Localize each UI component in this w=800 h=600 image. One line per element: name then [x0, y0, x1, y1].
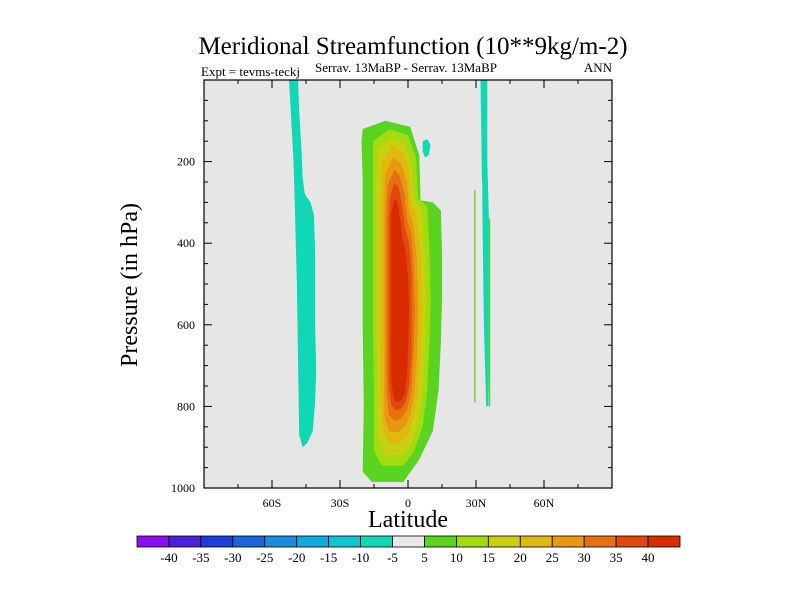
subtitle-right: ANN [584, 60, 613, 75]
colorbar-label: -20 [288, 550, 305, 565]
colorbar-swatch [296, 535, 330, 548]
y-tick-label: 400 [177, 236, 195, 250]
colorbar-swatch [551, 535, 585, 548]
colorbar-label: -10 [352, 550, 369, 565]
axis-ticks: 60S 30S 0 30N 60N 200 400 600 800 1000 [171, 80, 612, 510]
colorbar-label: -30 [224, 550, 241, 565]
colorbar-label: 20 [514, 550, 527, 565]
x-tick-label: 30S [331, 496, 350, 510]
thin-cyan-line [479, 181, 483, 407]
colorbar-label: -5 [387, 550, 398, 565]
colorbar-swatch [136, 535, 170, 548]
colorbar-swatch [328, 535, 361, 548]
colorbar-label: 40 [642, 550, 655, 565]
colorbar-label: 30 [578, 550, 591, 565]
contour-region-southern-negative-cell [289, 80, 317, 448]
x-tick-label: 30N [466, 496, 487, 510]
colorbar-swatch [519, 535, 553, 548]
colorbar-swatch [647, 535, 681, 548]
y-tick-label: 800 [177, 399, 195, 413]
colorbar-swatch [456, 535, 489, 548]
contour-region-northern-negative-strip [480, 80, 490, 407]
colorbar-label: 15 [482, 550, 495, 565]
colorbar-label: -35 [192, 550, 209, 565]
y-tick-label: 1000 [171, 481, 195, 495]
colorbar-swatch [360, 535, 393, 548]
colorbar-swatch [583, 535, 617, 548]
colorbar-swatch [392, 535, 425, 548]
subtitle-left: Expt = tevms-teckj [201, 64, 300, 79]
colorbar-swatch [615, 535, 649, 548]
colorbar-label: -40 [160, 550, 177, 565]
colorbar-swatch [424, 535, 457, 548]
contour-fill-layer [289, 80, 491, 482]
chart-title: Meridional Streamfunction (10**9kg/m-2) [198, 33, 627, 60]
contour-region-small-negative-blob [422, 139, 431, 158]
x-tick-label: 60S [263, 496, 282, 510]
colorbar-label: 5 [421, 550, 428, 565]
x-tick-label: 60N [534, 496, 555, 510]
subtitle-center: Serrav. 13MaBP - Serrav. 13MaBP [315, 60, 497, 75]
colorbar-swatch [264, 535, 298, 548]
colorbar: -40 -35 -30 -25 -20 -15 -10 -5 5 10 15 20 25 30 35 40 [136, 535, 681, 565]
colorbar-swatch [487, 535, 521, 548]
colorbar-swatch [232, 535, 266, 548]
y-tick-label: 600 [177, 318, 195, 332]
colorbar-swatch [168, 535, 202, 548]
colorbar-label: 10 [450, 550, 463, 565]
colorbar-swatch [200, 535, 234, 548]
y-axis-label: Pressure (in hPa) [117, 203, 143, 367]
colorbar-label: -15 [320, 550, 337, 565]
colorbar-label: 35 [610, 550, 623, 565]
contour-region-equatorial-cell-40 [391, 198, 410, 403]
colorbar-label: -25 [256, 550, 273, 565]
x-axis-label: Latitude [368, 507, 448, 533]
y-tick-label: 200 [177, 155, 195, 169]
colorbar-label: 25 [546, 550, 559, 565]
x-tick-label: 0 [405, 496, 411, 510]
